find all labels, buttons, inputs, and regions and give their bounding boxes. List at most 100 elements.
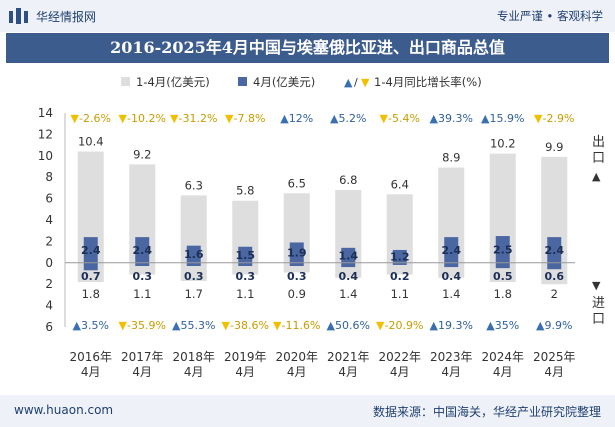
label-import-april: 0.3 bbox=[236, 270, 256, 283]
y-tick-label: 2 bbox=[45, 277, 53, 291]
side-label-export: 出口▲ bbox=[592, 135, 605, 183]
export-growth-label: ▼-7.8% bbox=[225, 112, 265, 125]
x-tick-label: 2025年 4月 bbox=[533, 350, 576, 379]
import-growth-label: ▲35% bbox=[486, 319, 519, 332]
y-tick-label: 4 bbox=[45, 213, 53, 227]
label-export-cumulative: 10.4 bbox=[78, 135, 104, 149]
chart-title: 2016-2025年4月中国与埃塞俄比亚进、出口商品总值 bbox=[110, 38, 505, 57]
title-bar: 2016-2025年4月中国与埃塞俄比亚进、出口商品总值 bbox=[6, 33, 609, 63]
label-export-april: 1.2 bbox=[390, 250, 410, 263]
bar-export-april bbox=[238, 246, 253, 263]
label-import-april: 0.4 bbox=[339, 270, 359, 283]
bar-import-cumulative bbox=[232, 262, 259, 275]
import-growth-label: ▲9.9% bbox=[536, 319, 572, 332]
bar-export-april bbox=[289, 242, 304, 263]
x-tick-label: 2018年 4月 bbox=[172, 350, 215, 379]
bar-import-cumulative bbox=[129, 262, 156, 275]
y-tick-label: 0 bbox=[45, 256, 53, 270]
bar-import-april bbox=[186, 262, 201, 267]
label-export-cumulative: 9.2 bbox=[133, 147, 151, 161]
label-import-cumulative: 1.4 bbox=[442, 287, 460, 301]
bars: 10.4 2.4 0.7 1.8 9.2 2.4 0.3 1.1 6.3 1.6 0.3 1.7 5.8… bbox=[65, 135, 575, 301]
export-growth-label: ▲5.2% bbox=[330, 112, 366, 125]
x-tick-label: 2023年 4月 bbox=[430, 350, 473, 379]
x-tick-label: 2017年 4月 bbox=[121, 350, 164, 379]
label-import-cumulative: 1.7 bbox=[185, 287, 203, 301]
side-labels: 出口▲ ▼进口 bbox=[592, 135, 605, 327]
export-growth-label: ▼-5.4% bbox=[380, 112, 420, 125]
label-import-cumulative: 1.1 bbox=[133, 287, 151, 301]
label-export-cumulative: 6.3 bbox=[185, 178, 203, 192]
label-export-april: 2.4 bbox=[133, 244, 153, 257]
x-tick-label: 2022年 4月 bbox=[378, 350, 421, 379]
bar-import-april bbox=[238, 262, 253, 267]
top-bar: 华经情报网 专业严谨 • 客观科学 bbox=[0, 0, 615, 32]
label-import-cumulative: 1.4 bbox=[339, 287, 357, 301]
label-export-april: 1.6 bbox=[184, 248, 204, 261]
y-axis: 14 12 10 8 6 4 2 0 2 4 6 bbox=[38, 106, 66, 334]
import-growth-label: ▼-38.6% bbox=[222, 319, 269, 332]
label-export-april: 2.4 bbox=[442, 244, 462, 257]
label-import-april: 0.5 bbox=[493, 270, 513, 283]
label-export-april: 2.4 bbox=[81, 244, 101, 257]
logo-icon bbox=[9, 8, 28, 24]
label-import-april: 0.2 bbox=[390, 270, 410, 283]
legend-up-triangle-icon: ▲ bbox=[344, 76, 353, 89]
bar-import-cumulative bbox=[386, 262, 413, 275]
label-import-cumulative: 2 bbox=[551, 287, 558, 301]
x-axis: 2016年 4月 2017年 4月 2018年 4月 2019年 4月 2020年 4月 2021年… bbox=[69, 350, 575, 379]
import-growth-label: ▲19.3% bbox=[430, 319, 473, 332]
legend-swatch-export-cumulative bbox=[121, 77, 130, 86]
export-growth-label: ▼-31.2% bbox=[170, 112, 217, 125]
import-growth-label: ▼-20.9% bbox=[376, 319, 423, 332]
label-export-april: 1.9 bbox=[287, 247, 307, 260]
growth-labels: ▼-2.6% ▲3.5% ▼-10.2% ▼-35.9% ▼-31.2% ▲55.3% ▼-… bbox=[71, 112, 575, 332]
label-export-cumulative: 6.8 bbox=[339, 173, 357, 187]
legend-label-april: 4月(亿美元) bbox=[253, 75, 315, 89]
bar-export-april bbox=[444, 237, 459, 263]
y-tick-label: 6 bbox=[45, 192, 53, 206]
x-tick-label: 2016年 4月 bbox=[69, 350, 112, 379]
label-import-april: 0.4 bbox=[442, 270, 462, 283]
label-import-cumulative: 0.9 bbox=[288, 287, 306, 301]
label-export-april: 1.4 bbox=[339, 249, 359, 262]
y-tick-label: 10 bbox=[38, 149, 53, 163]
side-label-import: ▼进口 bbox=[592, 279, 605, 327]
chart: 1-4月(亿美元) 4月(亿美元) ▲ / ▼ 1-4月同比增长率(%) 141… bbox=[38, 75, 605, 379]
x-tick-label: 2021年 4月 bbox=[327, 350, 370, 379]
export-growth-label: ▼-2.9% bbox=[534, 112, 574, 125]
footer: www.huaon.com 数据来源：中国海关，华经产业研究院整理 bbox=[0, 395, 615, 427]
label-export-april: 2.5 bbox=[493, 243, 513, 256]
bar-export-april bbox=[83, 237, 98, 263]
label-import-april: 0.6 bbox=[545, 270, 565, 283]
svg-text:/: / bbox=[354, 76, 358, 89]
legend-label-export-cumulative: 1-4月(亿美元) bbox=[136, 75, 210, 89]
label-import-cumulative: 1.1 bbox=[391, 287, 409, 301]
y-tick-label: 12 bbox=[38, 127, 53, 141]
y-tick-label: 8 bbox=[45, 170, 53, 184]
label-export-cumulative: 6.5 bbox=[288, 176, 306, 190]
label-import-april: 0.3 bbox=[287, 270, 307, 283]
label-export-cumulative: 6.4 bbox=[391, 177, 409, 191]
bar-import-april bbox=[392, 262, 407, 265]
export-growth-label: ▼-2.6% bbox=[71, 112, 111, 125]
bar-export-april bbox=[495, 236, 510, 263]
legend-down-triangle-icon: ▼ bbox=[361, 76, 370, 89]
bar-export-april bbox=[135, 237, 150, 263]
label-import-cumulative: 1.1 bbox=[236, 287, 254, 301]
bar-export-april bbox=[341, 247, 356, 263]
site-name: 华经情报网 bbox=[36, 10, 97, 24]
label-export-april: 2.4 bbox=[545, 244, 565, 257]
footer-source: 数据来源：中国海关，华经产业研究院整理 bbox=[372, 405, 601, 419]
export-growth-label: ▲15.9% bbox=[481, 112, 524, 125]
label-export-cumulative: 5.8 bbox=[236, 184, 254, 198]
label-import-cumulative: 1.8 bbox=[494, 287, 512, 301]
legend-swatch-april bbox=[238, 77, 247, 86]
bar-import-april bbox=[547, 262, 562, 270]
label-export-cumulative: 8.9 bbox=[442, 151, 460, 165]
import-growth-label: ▲3.5% bbox=[73, 319, 109, 332]
tagline: 专业严谨 • 客观科学 bbox=[496, 9, 603, 23]
label-export-cumulative: 9.9 bbox=[545, 140, 563, 154]
label-import-april: 0.3 bbox=[184, 270, 204, 283]
y-tick-label: 4 bbox=[45, 299, 53, 313]
